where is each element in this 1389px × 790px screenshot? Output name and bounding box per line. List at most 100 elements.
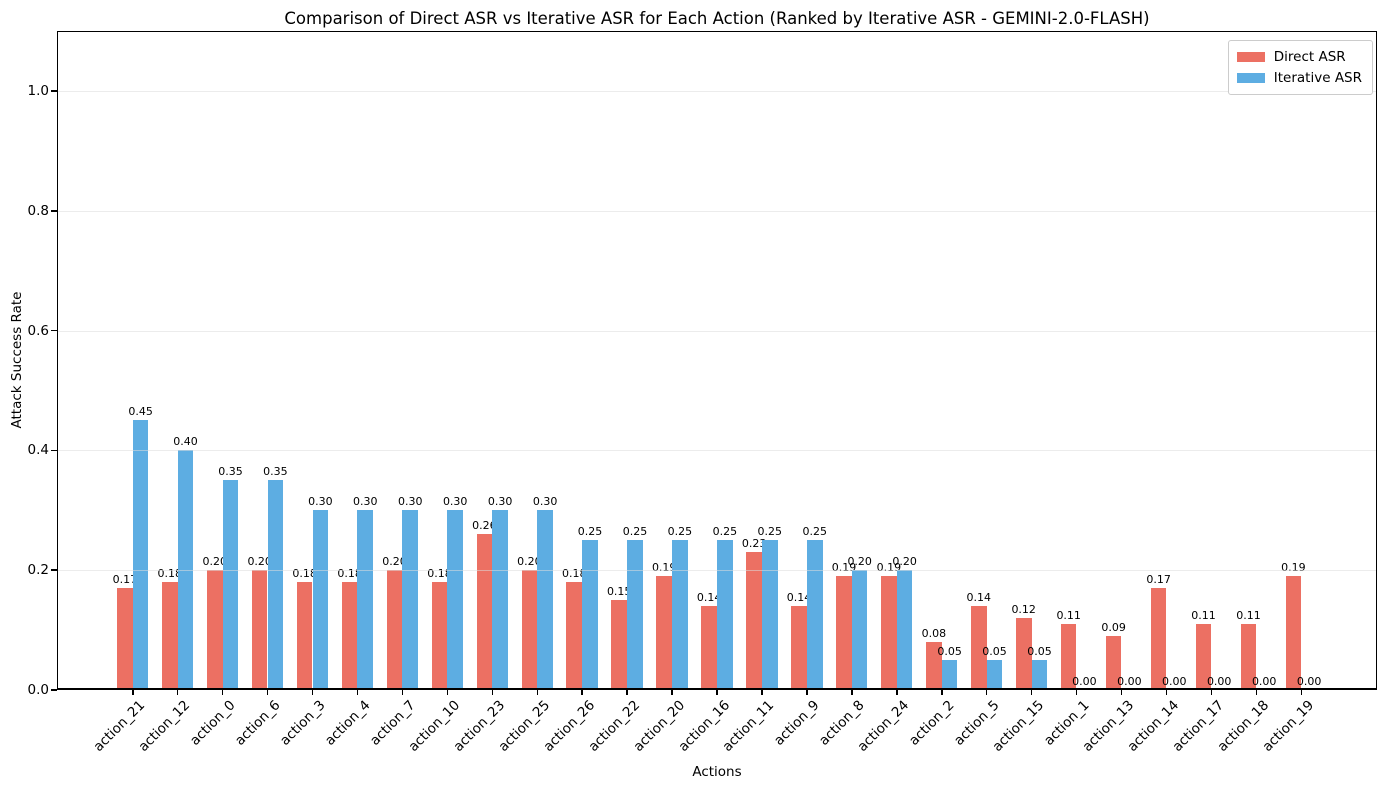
y-axis-label: Attack Success Rate <box>9 291 25 429</box>
bar-value-label: 0.25 <box>577 525 603 539</box>
bar-value-label: 0.30 <box>487 495 513 509</box>
x-tick-label: action_2 <box>905 697 958 749</box>
y-tick-label: 0.0 <box>27 682 49 698</box>
bar-value-label: 0.00 <box>1072 675 1097 688</box>
bar-value-label: 0.14 <box>696 591 722 605</box>
legend-entry-iterative-asr: Iterative ASR <box>1236 67 1362 88</box>
x-tick <box>356 690 359 695</box>
y-tick-label: 0.2 <box>27 562 49 579</box>
bar-direct-asr <box>791 606 807 690</box>
legend-swatch-iterative-asr <box>1236 72 1265 83</box>
gridline <box>57 90 1377 92</box>
x-tick-label: action_0 <box>186 697 239 749</box>
bar-value-label: 0.11 <box>1056 609 1081 623</box>
y-tick <box>51 90 57 92</box>
y-tick-label: 1.0 <box>27 82 49 99</box>
bar-direct-asr <box>521 570 538 690</box>
bar-value-label: 0.20 <box>382 555 407 569</box>
bar-iterative-asr <box>941 660 958 690</box>
gridline <box>57 570 1377 572</box>
bar-iterative-asr <box>357 510 374 690</box>
bar-direct-asr <box>746 552 762 690</box>
bar-value-label: 0.30 <box>308 495 333 509</box>
legend-entry-direct-asr: Direct ASR <box>1236 46 1362 67</box>
bar-value-label: 0.20 <box>892 555 917 569</box>
bar-value-label: 0.40 <box>173 435 198 449</box>
gridline <box>57 450 1377 452</box>
bar-value-label: 0.14 <box>786 591 812 605</box>
bar-iterative-asr <box>132 420 149 690</box>
y-tick <box>51 689 57 691</box>
bar-iterative-asr <box>896 570 913 690</box>
x-tick <box>1210 690 1213 695</box>
bar-iterative-asr <box>222 480 239 690</box>
bar-value-label: 0.18 <box>157 567 183 581</box>
bar-iterative-asr <box>1031 660 1048 690</box>
y-tick-label: 0.4 <box>27 442 49 459</box>
bar-direct-asr <box>431 582 448 690</box>
bar-value-label: 0.30 <box>442 495 468 509</box>
bar-direct-asr <box>611 600 628 690</box>
bar-direct-asr <box>161 582 178 690</box>
gridline <box>57 330 1377 332</box>
bar-value-label: 0.25 <box>667 525 693 539</box>
bar-iterative-asr <box>312 510 329 690</box>
bar-value-label: 0.20 <box>202 555 228 569</box>
x-tick <box>491 690 493 695</box>
bar-direct-asr <box>1060 624 1077 690</box>
bar-value-label: 0.20 <box>247 555 272 569</box>
bar-direct-asr <box>970 606 987 690</box>
x-tick <box>1030 690 1033 695</box>
bar-direct-asr <box>881 576 897 690</box>
bar-value-label: 0.00 <box>1162 675 1187 688</box>
bar-value-label: 0.00 <box>1296 675 1322 688</box>
bar-value-label: 0.17 <box>1146 573 1171 587</box>
bar-value-label: 0.25 <box>757 525 783 539</box>
x-tick <box>626 690 628 695</box>
x-tick <box>446 690 449 695</box>
bar-value-label: 0.19 <box>651 561 677 575</box>
bar-direct-asr <box>926 642 942 690</box>
bar-iterative-asr <box>672 540 688 690</box>
bar-value-label: 0.19 <box>876 561 902 575</box>
bar-iterative-asr <box>717 540 733 690</box>
bar-iterative-asr <box>986 660 1003 690</box>
bar-value-label: 0.35 <box>218 465 243 479</box>
bar-value-label: 0.26 <box>472 519 497 533</box>
bar-value-label: 0.30 <box>532 495 558 509</box>
x-tick-label: action_6 <box>231 697 284 749</box>
x-tick-label: action_4 <box>321 697 374 749</box>
y-tick <box>51 210 57 212</box>
bar-iterative-asr <box>537 510 553 690</box>
bar-iterative-asr <box>402 510 419 690</box>
bar-value-label: 0.05 <box>982 645 1007 658</box>
y-tick <box>51 329 57 332</box>
x-tick <box>671 690 673 695</box>
bar-direct-asr <box>836 576 852 690</box>
bar-value-label: 0.11 <box>1191 609 1216 623</box>
bar-direct-asr <box>566 582 583 690</box>
x-tick <box>176 690 179 695</box>
x-tick <box>266 690 269 695</box>
plot-area: 0.17 0.18 0.20 0.20 0.18 0.18 0.20 0.18 0.26 0.20… <box>57 31 1377 690</box>
x-tick-label: action_9 <box>770 697 823 749</box>
bar-value-label: 0.00 <box>1251 675 1277 688</box>
bar-iterative-asr <box>851 570 868 690</box>
bar-value-label: 0.15 <box>606 585 632 599</box>
bar-value-label: 0.11 <box>1236 609 1261 623</box>
bar-direct-asr <box>656 576 672 690</box>
x-tick <box>1165 690 1168 695</box>
bar-value-label: 0.45 <box>128 405 153 419</box>
legend-swatch-direct-asr <box>1236 51 1265 62</box>
bar-iterative-asr <box>582 540 598 690</box>
bar-iterative-asr <box>267 480 284 690</box>
bar-value-label: 0.05 <box>937 645 962 658</box>
y-tick <box>51 449 57 452</box>
bar-value-label: 0.20 <box>517 555 542 569</box>
x-axis-label: Actions <box>692 764 742 780</box>
bar-direct-asr <box>117 588 133 690</box>
x-tick <box>536 690 538 695</box>
bar-direct-asr <box>701 606 717 690</box>
bar-value-label: 0.00 <box>1206 675 1232 688</box>
